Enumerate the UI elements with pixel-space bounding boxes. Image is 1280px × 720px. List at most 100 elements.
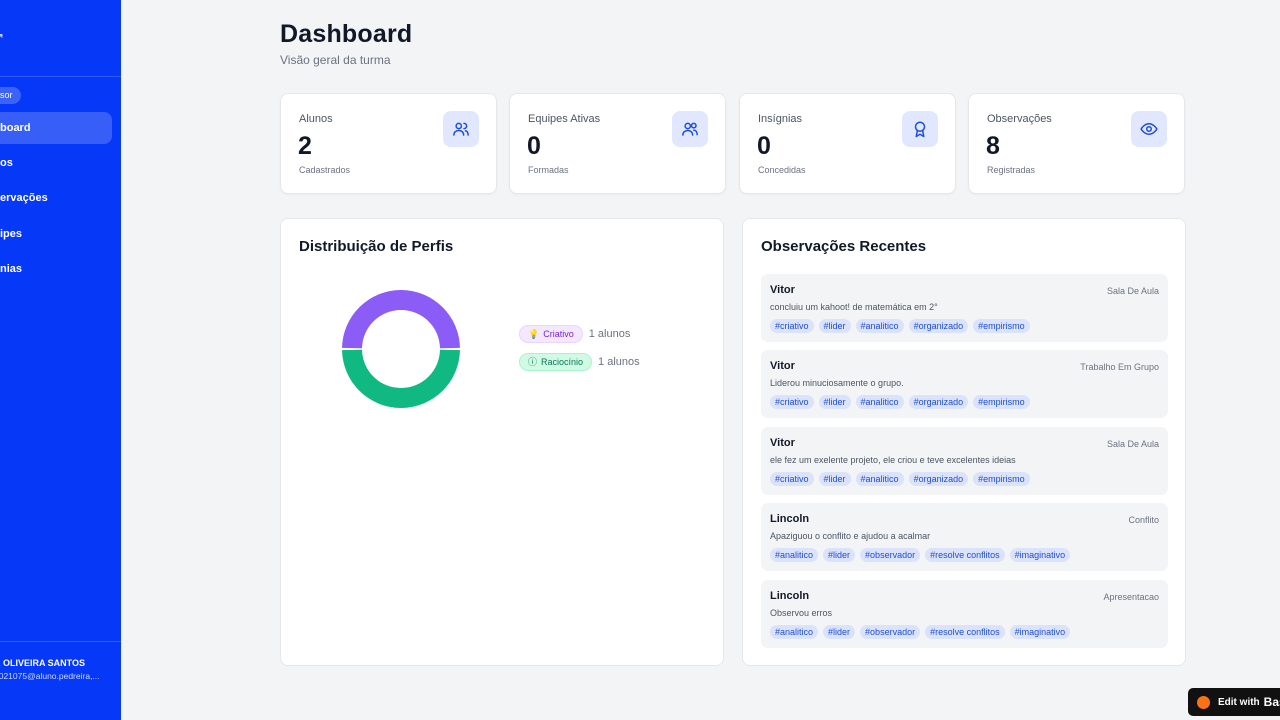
- stat-caption: Cadastrados: [299, 165, 351, 175]
- panel-title: Observações Recentes: [761, 238, 927, 255]
- tag-chip: #resolve conflitos: [925, 625, 1005, 639]
- sidebar-item-label: ipes: [0, 228, 23, 240]
- stat-value: 0: [757, 132, 771, 160]
- observation-student: Vitor: [770, 360, 795, 372]
- lightbulb-icon: 💡: [528, 329, 540, 339]
- tag-chip: #imaginativo: [1009, 548, 1071, 562]
- observation-card[interactable]: Vitor Trabalho Em Grupo Liderou minuciosam…: [761, 350, 1168, 418]
- tag-chip: #criativo: [770, 472, 814, 486]
- observation-card[interactable]: Vitor Sala De Aula ele fez um exelente pro…: [761, 427, 1168, 495]
- tag-chip: #organizado: [908, 395, 969, 409]
- tag-chip: #analitico: [770, 548, 819, 562]
- observation-card[interactable]: Lincoln Apresentacao Observou erros #analit…: [761, 580, 1168, 648]
- stat-card-teams: Equipes Ativas 0 Formadas: [509, 93, 726, 194]
- tag-chip: #analitico: [855, 472, 904, 486]
- observation-student: Lincoln: [770, 590, 810, 602]
- stat-card-badges: Insígnias 0 Concedidas: [739, 93, 956, 194]
- tag-chip: #lider: [818, 319, 851, 333]
- legend-count: 1 alunos: [598, 356, 640, 368]
- sidebar-item-teams[interactable]: ipes: [0, 218, 112, 250]
- tag-chip: #imaginativo: [1009, 625, 1071, 639]
- sidebar-item-label: nias: [0, 263, 23, 275]
- users-icon: [443, 111, 479, 147]
- sidebar: ↗ sor board os ervações ipes nias R OLIV…: [0, 0, 121, 720]
- stat-caption: Formadas: [528, 165, 569, 175]
- observation-text: Apaziguou o conflito e ajudou a acalmar: [770, 531, 931, 541]
- observation-student: Vitor: [770, 437, 795, 449]
- donut-slice-raciocínio[interactable]: [342, 349, 460, 409]
- sidebar-item-students[interactable]: os: [0, 147, 112, 179]
- tag-chip: #lider: [818, 472, 851, 486]
- recent-observations-panel: Observações Recentes Vitor Sala De Aula co…: [742, 218, 1186, 666]
- sidebar-header: ↗: [0, 0, 121, 77]
- stat-label: Insígnias: [758, 113, 803, 125]
- stat-value: 2: [298, 132, 312, 160]
- tag-chip: #lider: [823, 625, 856, 639]
- observation-tags: #criativo #lider #analitico #organizado #emp…: [770, 472, 1030, 486]
- team-icon: [672, 111, 708, 147]
- stat-label: Equipes Ativas: [528, 113, 601, 125]
- legend-item-criativo: 💡 Criativo 1 alunos: [519, 325, 630, 343]
- tag-chip: #lider: [818, 395, 851, 409]
- observation-card[interactable]: Vitor Sala De Aula concluiu um kahoot! de …: [761, 274, 1168, 342]
- stat-value: 8: [986, 132, 1000, 160]
- observation-card[interactable]: Lincoln Conflito Apaziguou o conflito e aj…: [761, 503, 1168, 571]
- observation-student: Lincoln: [770, 513, 810, 525]
- tag-chip: #analitico: [855, 319, 904, 333]
- eye-icon: [1131, 111, 1167, 147]
- observation-tags: #analitico #lider #observador #resolve conf…: [770, 625, 1071, 639]
- legend-count: 1 alunos: [588, 328, 631, 340]
- legend-label: Criativo: [543, 329, 574, 339]
- stat-card-students: Alunos 2 Cadastrados: [280, 93, 497, 194]
- tag-chip: #empirismo: [973, 319, 1030, 333]
- tag-chip: #criativo: [770, 395, 814, 409]
- sidebar-item-label: board: [0, 122, 31, 134]
- sidebar-item-observations[interactable]: ervações: [0, 182, 112, 214]
- observation-context: Conflito: [1128, 515, 1159, 525]
- tag-chip: #empirismo: [973, 472, 1030, 486]
- profile-donut-chart: [342, 289, 460, 409]
- donut-slice-criativo[interactable]: [342, 289, 460, 349]
- stat-value: 0: [527, 132, 541, 160]
- page-subtitle: Visão geral da turma: [280, 53, 391, 67]
- observation-context: Sala De Aula: [1106, 286, 1159, 296]
- tag-chip: #organizado: [908, 319, 969, 333]
- badge-brand: Bas: [1263, 695, 1280, 709]
- observation-text: concluiu um kahoot! de matemática em 2°: [770, 302, 938, 312]
- observation-tags: #analitico #lider #observador #resolve conf…: [770, 548, 1071, 562]
- stat-caption: Registradas: [987, 165, 1036, 175]
- observation-tags: #criativo #lider #analitico #organizado #emp…: [770, 319, 1030, 333]
- observation-tags: #criativo #lider #analitico #organizado #emp…: [770, 395, 1030, 409]
- tag-chip: #criativo: [770, 319, 814, 333]
- legend-item-raciocinio: ⓘ Raciocínio 1 alunos: [519, 353, 640, 371]
- info-icon: ⓘ: [528, 357, 538, 367]
- stat-card-observations: Observações 8 Registradas: [968, 93, 1185, 194]
- tag-chip: #observador: [860, 625, 921, 639]
- stat-caption: Concedidas: [758, 165, 806, 175]
- app-logo[interactable]: ↗: [0, 30, 4, 44]
- badge-prefix: Edit with: [1218, 696, 1260, 708]
- panel-title: Distribuição de Perfis: [299, 238, 454, 255]
- tag-chip: #empirismo: [973, 395, 1030, 409]
- profile-distribution-panel: Distribuição de Perfis 💡 Criativo 1 alun…: [280, 218, 724, 666]
- tag-chip: #observador: [860, 548, 921, 562]
- sidebar-item-badges[interactable]: nias: [0, 253, 112, 285]
- user-name: R OLIVEIRA SANTOS: [0, 658, 86, 668]
- user-email: 2021075@aluno.pedreira,...: [0, 671, 100, 681]
- user-profile[interactable]: R OLIVEIRA SANTOS 2021075@aluno.pedreira…: [0, 641, 121, 720]
- sidebar-item-label: os: [0, 157, 13, 169]
- legend-label: Raciocínio: [541, 357, 584, 367]
- tag-chip: #organizado: [908, 472, 969, 486]
- edit-with-badge[interactable]: Edit with Bas: [1188, 688, 1280, 716]
- tag-chip: #resolve conflitos: [925, 548, 1005, 562]
- observation-context: Sala De Aula: [1106, 439, 1159, 449]
- observation-text: Observou erros: [770, 608, 833, 618]
- brand-logo-icon: [1197, 695, 1210, 709]
- observation-student: Vitor: [770, 284, 795, 296]
- sidebar-item-label: ervações: [0, 192, 48, 204]
- sidebar-item-dashboard[interactable]: board: [0, 112, 112, 144]
- tag-chip: #lider: [823, 548, 856, 562]
- tag-chip: #analitico: [770, 625, 819, 639]
- page-title: Dashboard: [280, 20, 413, 48]
- stat-label: Observações: [987, 113, 1052, 125]
